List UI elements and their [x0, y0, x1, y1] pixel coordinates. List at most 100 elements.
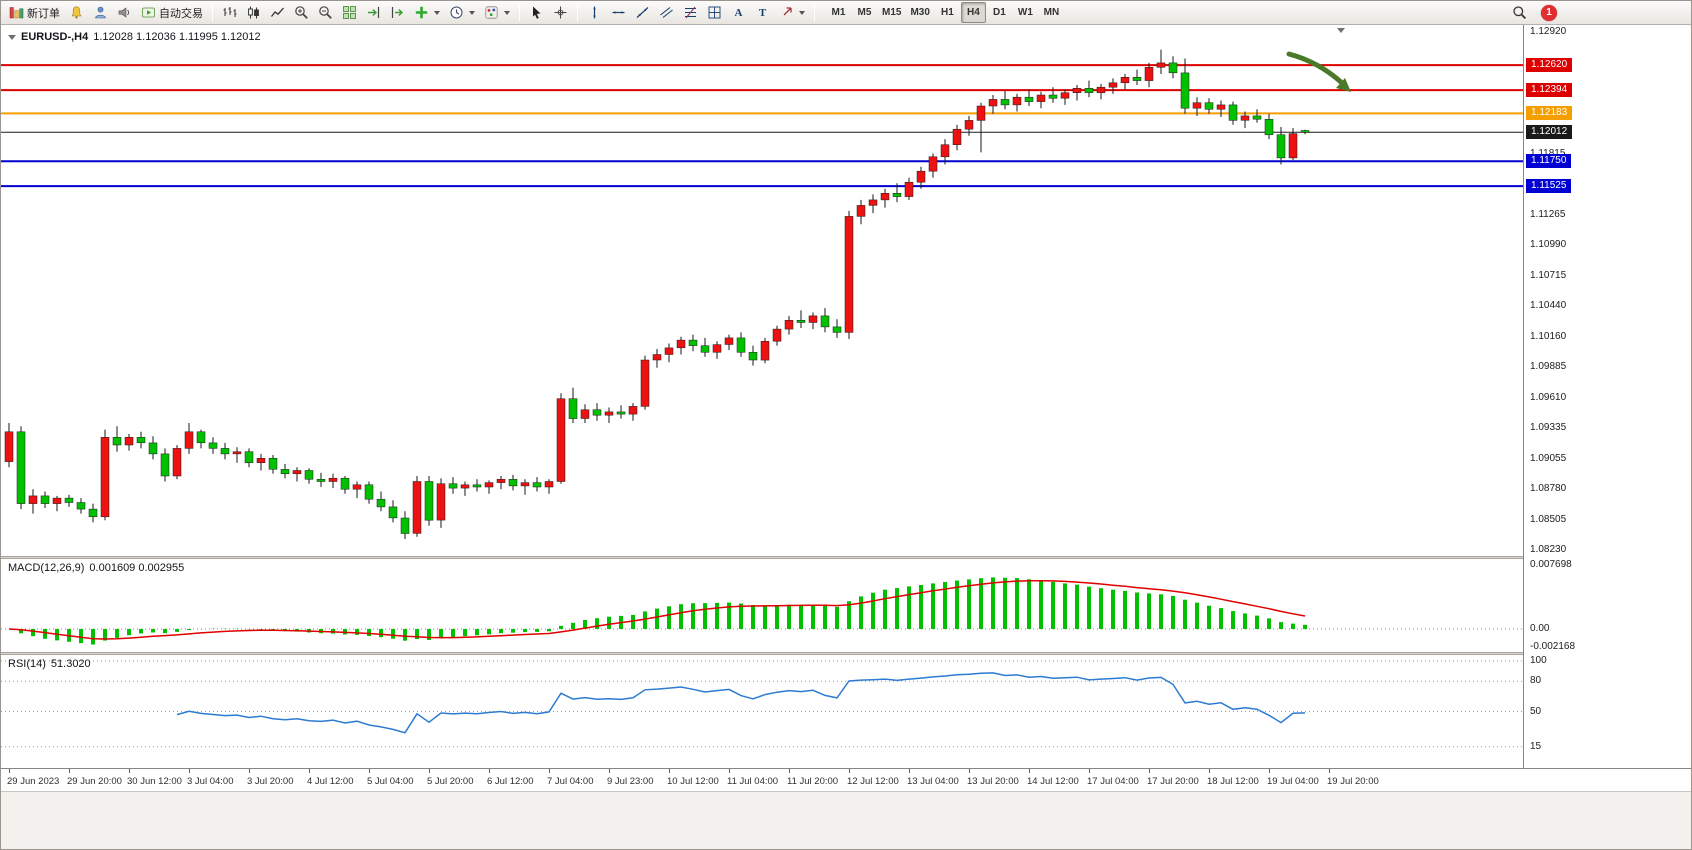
time-tick — [729, 769, 730, 773]
price-tick: 1.10990 — [1530, 239, 1567, 251]
chart-title: EURUSD-,H4 1.12028 1.12036 1.11995 1.120… — [8, 31, 261, 43]
price-tick: 1.10440 — [1530, 299, 1567, 311]
timeframe-m5-button[interactable]: M5 — [852, 2, 877, 23]
main-chart-pane[interactable] — [1, 26, 1523, 556]
timeframe-m30-button[interactable]: M30 — [906, 2, 933, 23]
rsi-scale-label: 50 — [1530, 705, 1542, 717]
auto-scroll-button[interactable] — [362, 2, 385, 23]
time-label: 11 Jul 20:00 — [787, 776, 839, 787]
price-tick: 1.11815 — [1530, 148, 1565, 160]
indicators-button[interactable] — [410, 2, 444, 23]
time-label: 6 Jul 12:00 — [487, 776, 534, 787]
time-tick — [1029, 769, 1030, 773]
timeframe-w1-button[interactable]: W1 — [1013, 2, 1038, 23]
time-label: 11 Jul 04:00 — [727, 776, 779, 787]
text-label-icon: T — [758, 6, 767, 19]
horizontal-line-tool-button[interactable] — [607, 2, 630, 23]
notification-badge[interactable]: 1 — [1541, 4, 1557, 21]
price-badge-1.12012[interactable]: 1.12012 — [1526, 125, 1573, 140]
bar-chart-icon — [223, 7, 237, 17]
arrows-caret-icon — [799, 10, 805, 15]
candlestick-chart-button[interactable] — [242, 2, 265, 23]
zoom-in-button[interactable] — [290, 2, 313, 23]
time-label: 19 Jul 04:00 — [1267, 776, 1319, 787]
zoom-out-button[interactable] — [314, 2, 337, 23]
time-label: 17 Jul 20:00 — [1147, 776, 1199, 787]
fibonacci-icon — [685, 6, 696, 19]
arrows-tool-button[interactable] — [775, 2, 809, 23]
time-label: 3 Jul 04:00 — [187, 776, 234, 787]
time-label: 12 Jul 12:00 — [847, 776, 899, 787]
time-label: 29 Jun 20:00 — [67, 776, 122, 787]
time-label: 13 Jul 20:00 — [967, 776, 1019, 787]
grid-tool-button[interactable] — [703, 2, 726, 23]
price-tick: 1.08780 — [1530, 483, 1567, 495]
time-label: 29 Jun 2023 — [7, 776, 60, 787]
news-button[interactable] — [113, 2, 136, 23]
search-button[interactable] — [1508, 2, 1531, 23]
chart-ohlc-values: 1.12028 1.12036 1.11995 1.12012 — [93, 31, 261, 43]
rsi-line — [176, 672, 1306, 734]
rsi-pane-splitter[interactable] — [1, 652, 1523, 655]
time-tick — [669, 769, 670, 773]
person-icon — [95, 6, 106, 19]
bar-chart-button[interactable] — [218, 2, 241, 23]
rsi-pane[interactable] — [1, 655, 1523, 768]
chart-shift-marker[interactable] — [1337, 28, 1345, 33]
time-tick — [1329, 769, 1330, 773]
timeframe-m15-button[interactable]: M15 — [878, 2, 905, 23]
macd-pane[interactable] — [1, 559, 1523, 652]
timeframe-m1-button[interactable]: M1 — [826, 2, 851, 23]
vertical-line-tool-button[interactable] — [583, 2, 606, 23]
price-tick: 1.10715 — [1530, 269, 1567, 281]
toolbar-separator — [212, 4, 213, 21]
text-tool-button[interactable]: A — [727, 2, 750, 23]
templates-button[interactable] — [480, 2, 514, 23]
new-order-button[interactable]: 新订单 — [5, 2, 64, 23]
autotrading-button[interactable]: 自动交易 — [137, 2, 207, 23]
text-label-tool-button[interactable]: T — [751, 2, 774, 23]
cursor-button[interactable] — [525, 2, 548, 23]
one-click-trading-toggle[interactable] — [8, 34, 16, 40]
price-tick: 1.12920 — [1530, 26, 1567, 37]
channel-tool-button[interactable] — [655, 2, 678, 23]
price-badge-1.11525[interactable]: 1.11525 — [1526, 179, 1572, 194]
timeframe-h1-button[interactable]: H1 — [935, 2, 960, 23]
fibonacci-tool-button[interactable] — [679, 2, 702, 23]
crosshair-button[interactable] — [549, 2, 572, 23]
macd-pane-splitter[interactable] — [1, 556, 1523, 559]
price-badge-1.11750[interactable]: 1.11750 — [1526, 154, 1572, 169]
new-order-label: 新订单 — [27, 7, 60, 20]
time-axis[interactable]: 29 Jun 2023 29 Jun 20:00 30 Jun 12:00 3 Jul… — [1, 768, 1691, 791]
time-label: 10 Jul 12:00 — [667, 776, 719, 787]
price-badge-1.12183[interactable]: 1.12183 — [1526, 106, 1573, 121]
periods-button[interactable] — [445, 2, 479, 23]
time-tick — [909, 769, 910, 773]
time-label: 30 Jun 12:00 — [127, 776, 182, 787]
price-badge-1.12394[interactable]: 1.12394 — [1526, 83, 1573, 98]
macd-name: MACD(12,26,9) — [8, 562, 85, 574]
trendline-tool-button[interactable] — [631, 2, 654, 23]
alerts-button[interactable] — [65, 2, 88, 23]
annotation-arrow[interactable] — [1286, 51, 1351, 92]
timeframe-d1-button[interactable]: D1 — [987, 2, 1012, 23]
chart-shift-button[interactable] — [386, 2, 409, 23]
price-tick: 1.08230 — [1530, 544, 1567, 555]
tile-windows-button[interactable] — [338, 2, 361, 23]
timeframe-mn-button[interactable]: MN — [1039, 2, 1064, 23]
candlestick-icon — [248, 6, 259, 19]
line-chart-button[interactable] — [266, 2, 289, 23]
rsi-scale-label: 15 — [1530, 740, 1542, 752]
time-label: 5 Jul 04:00 — [367, 776, 414, 787]
equidistant-channel-icon — [660, 7, 673, 18]
bell-icon — [71, 6, 82, 19]
time-tick — [549, 769, 550, 773]
horizontal-lines-layer[interactable] — [1, 64, 1523, 188]
price-badge-1.12620[interactable]: 1.12620 — [1526, 58, 1573, 73]
horizontal-line-icon — [612, 11, 625, 14]
timeframe-h4-button[interactable]: H4 — [960, 2, 986, 23]
price-tick: 1.09055 — [1530, 452, 1567, 464]
account-button[interactable] — [89, 2, 112, 23]
time-label: 19 Jul 20:00 — [1327, 776, 1379, 787]
price-axis[interactable]: 1.12920 1.11815 1.11265 1.10990 1.10715 1.104… — [1523, 25, 1691, 768]
